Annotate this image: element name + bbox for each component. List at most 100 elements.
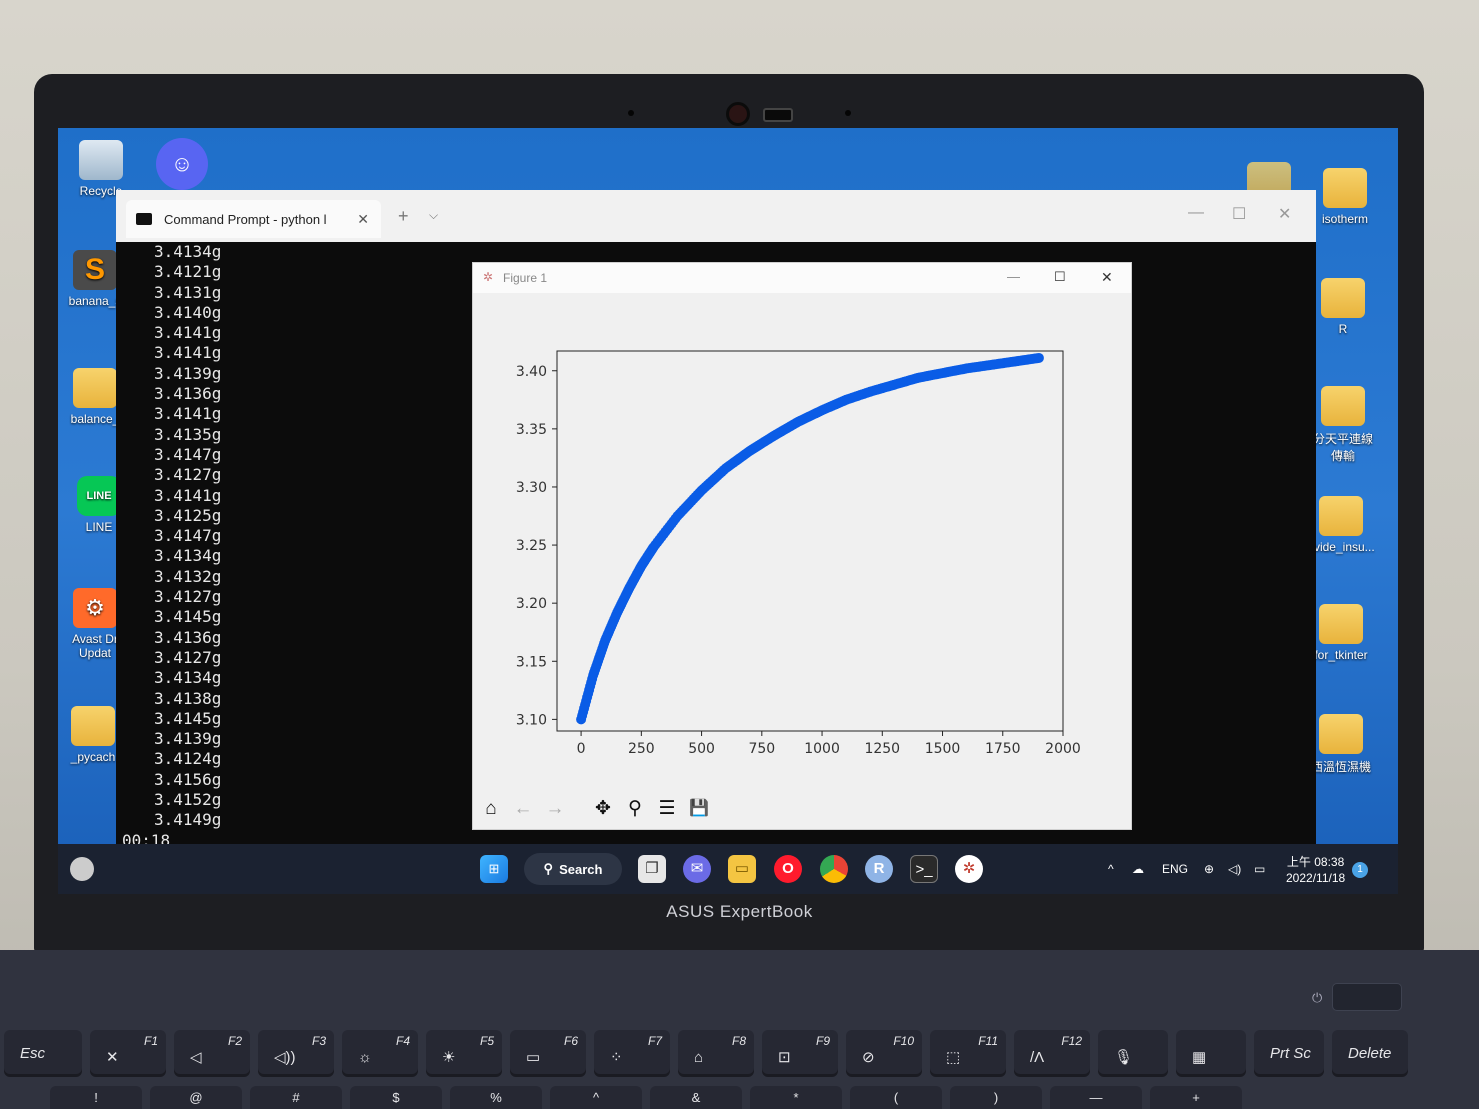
opera-icon[interactable]: O	[774, 855, 802, 883]
terminal-output: 3.4134g 3.4121g 3.4131g 3.4140g 3.4141g 3.414…	[122, 242, 474, 851]
key[interactable]: #	[250, 1086, 342, 1109]
desktop-screen: Recycle ☺ S banana_s balance_ LINE LINE …	[58, 128, 1398, 894]
close-icon[interactable]: ✕	[357, 210, 369, 227]
search-button[interactable]: ⚲ Search	[524, 853, 622, 885]
tray-chevron-icon[interactable]: ^	[1108, 862, 1114, 876]
notification-badge[interactable]: 1	[1352, 862, 1368, 878]
back-arrow-icon[interactable]: ←	[513, 798, 533, 819]
tab-dropdown-button[interactable]: ⌵	[429, 208, 439, 222]
terminal-line: 3.4141g	[154, 404, 222, 424]
minimize-button[interactable]: —	[1007, 269, 1020, 284]
desktop-icon-banana[interactable]: S banana_s	[60, 250, 130, 308]
webcam-icon	[726, 102, 750, 126]
terminal-line: 3.4127g	[154, 647, 222, 667]
key[interactable]: Prt Sc	[1254, 1030, 1324, 1074]
terminal-line: 3.4127g	[154, 587, 222, 607]
desktop-icon-recycle[interactable]: Recycle	[66, 140, 136, 198]
volume-icon[interactable]: ◁)	[1228, 862, 1242, 876]
key[interactable]: Esc	[4, 1030, 82, 1074]
network-icon[interactable]: ⊕	[1204, 862, 1215, 876]
clock[interactable]: 上午 08:38 2022/11/18	[1286, 854, 1345, 886]
key[interactable]: ^	[550, 1086, 642, 1109]
key[interactable]: F12/Λ	[1014, 1030, 1090, 1074]
key-glyph: ⊡	[778, 1049, 791, 1066]
key[interactable]: %	[450, 1086, 542, 1109]
battery-icon[interactable]: ▭	[1254, 862, 1266, 876]
key[interactable]: @	[150, 1086, 242, 1109]
minimize-button[interactable]: —	[1188, 204, 1204, 221]
terminal-line: 3.4136g	[154, 384, 222, 404]
start-icon[interactable]: ⊞	[480, 855, 508, 883]
file-explorer-icon[interactable]: ▭	[728, 855, 756, 883]
onedrive-icon[interactable]: ☁	[1132, 862, 1144, 876]
key[interactable]: 🎙	[1098, 1030, 1168, 1074]
close-button[interactable]: ✕	[1278, 206, 1292, 223]
desktop-icon-line[interactable]: LINE LINE	[64, 476, 134, 534]
key-glyph: ▦	[1192, 1049, 1207, 1066]
tab-command-prompt[interactable]: Command Prompt - python l ✕	[126, 200, 381, 238]
key[interactable]: F4 ☼	[342, 1030, 418, 1074]
weather-icon[interactable]	[70, 857, 94, 881]
key[interactable]: &	[650, 1086, 742, 1109]
desktop-icon-avast[interactable]: ⚙ Avast Dr Updat	[60, 588, 130, 660]
key[interactable]: F7 ⁘	[594, 1030, 670, 1074]
desktop-icon-humidity[interactable]: 西溫恆濕機	[1306, 714, 1376, 775]
key[interactable]: *	[750, 1086, 842, 1109]
key[interactable]: +	[1150, 1086, 1242, 1109]
key[interactable]: F8 ⌂	[678, 1030, 754, 1074]
key[interactable]: F11 ⬚	[930, 1030, 1006, 1074]
desktop-icon-balance-transfer[interactable]: 分天平連線 傳輸	[1308, 386, 1378, 464]
matplotlib-icon[interactable]: ✲	[955, 855, 983, 883]
figure-titlebar[interactable]: ✲ Figure 1 — ☐ ✕	[473, 263, 1131, 293]
data-point	[1033, 352, 1044, 363]
chrome-icon[interactable]	[820, 855, 848, 883]
key[interactable]: —	[1050, 1086, 1142, 1109]
key[interactable]: F9 ⊡	[762, 1030, 838, 1074]
terminal-icon[interactable]: >_	[910, 855, 938, 883]
task-view-icon[interactable]: ❐	[638, 855, 666, 883]
key-glyph: 🎙	[1114, 1049, 1134, 1066]
key[interactable]: F2 ◁	[174, 1030, 250, 1074]
key[interactable]: $	[350, 1086, 442, 1109]
language-indicator[interactable]: ENG	[1162, 862, 1189, 876]
key[interactable]: )	[950, 1086, 1042, 1109]
number-key-row: ! @ # $% ^ & * () — +	[50, 1086, 1242, 1109]
r-app-icon[interactable]: R	[865, 855, 893, 883]
key[interactable]: ▦	[1176, 1030, 1246, 1074]
key-label: F2	[227, 1034, 242, 1048]
home-icon[interactable]: ⌂	[485, 798, 497, 819]
power-button[interactable]	[1332, 983, 1402, 1011]
key[interactable]: F5 ☀	[426, 1030, 502, 1074]
key-label: F11	[978, 1034, 998, 1048]
key[interactable]: !	[50, 1086, 142, 1109]
teams-chat-icon[interactable]: ✉	[683, 855, 711, 883]
configure-subplots-icon[interactable]: ☰	[658, 798, 676, 819]
terminal-titlebar[interactable]: Command Prompt - python l ✕ + ⌵ — ☐ ✕	[116, 190, 1316, 242]
desktop-icon-isotherm[interactable]: isotherm	[1310, 168, 1380, 226]
y-tick-label: 3.30	[516, 480, 547, 496]
scatter-plot[interactable]: 0 250 500 750 1000 1250 1500 1750 2000 3.10 3.15 3.…	[473, 299, 1133, 789]
close-button[interactable]: ✕	[1101, 269, 1113, 285]
new-tab-button[interactable]: +	[398, 206, 409, 226]
key[interactable]: (	[850, 1086, 942, 1109]
key-label: F4	[395, 1034, 410, 1048]
desktop-icon-pycache[interactable]: _pycach	[58, 706, 128, 764]
maximize-button[interactable]: ☐	[1054, 269, 1066, 284]
key[interactable]: F6 ▭	[510, 1030, 586, 1074]
figure-window[interactable]: ✲ Figure 1 — ☐ ✕ 0 250 500 750 1000 1250 1500 1…	[472, 262, 1132, 830]
discord-icon[interactable]: ☺	[156, 138, 208, 190]
key[interactable]: Delete	[1332, 1030, 1408, 1074]
forward-arrow-icon[interactable]: →	[545, 798, 565, 819]
desktop-icon-provide-insu[interactable]: ovide_insu...	[1306, 496, 1376, 554]
save-icon[interactable]: 💾	[689, 800, 709, 817]
figure-toolbar: ⌂ ← → ✥ ⚲ ☰ 💾	[473, 791, 1131, 827]
desktop-icon-balance[interactable]: balance_	[60, 368, 130, 426]
desktop-icon-for-tkinter[interactable]: for_tkinter	[1306, 604, 1376, 662]
key[interactable]: F10 ⊘	[846, 1030, 922, 1074]
zoom-icon[interactable]: ⚲	[628, 798, 642, 819]
desktop-icon-r[interactable]: R	[1308, 278, 1378, 336]
maximize-button[interactable]: ☐	[1232, 206, 1247, 223]
pan-icon[interactable]: ✥	[595, 798, 611, 819]
key[interactable]: F3 ◁))	[258, 1030, 334, 1074]
key[interactable]: F1 ✕	[90, 1030, 166, 1074]
